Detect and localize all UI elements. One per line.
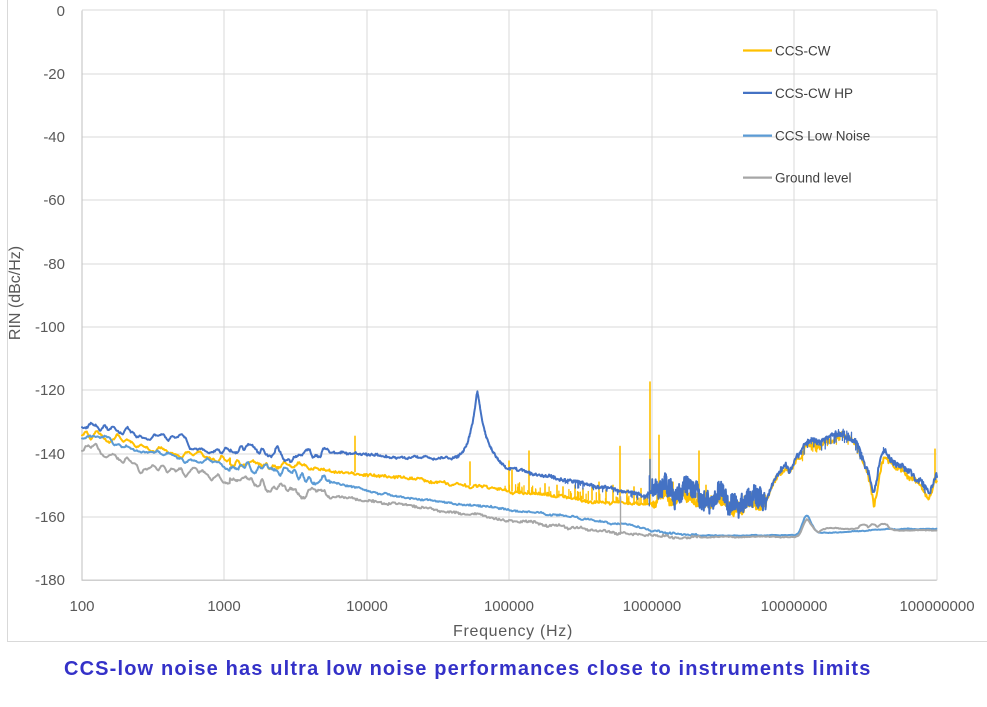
svg-text:1000000: 1000000: [623, 598, 681, 615]
svg-text:-20: -20: [43, 66, 65, 83]
svg-text:-160: -160: [35, 509, 65, 526]
svg-text:-100: -100: [35, 319, 65, 336]
svg-text:CCS-CW: CCS-CW: [775, 44, 831, 59]
svg-text:10000000: 10000000: [761, 598, 828, 615]
svg-text:-120: -120: [35, 382, 65, 399]
svg-text:-60: -60: [43, 192, 65, 209]
svg-text:100: 100: [69, 598, 94, 615]
svg-text:CCS Low Noise: CCS Low Noise: [775, 129, 870, 144]
svg-text:-40: -40: [43, 129, 65, 146]
svg-text:-140: -140: [35, 446, 65, 463]
svg-text:100000000: 100000000: [899, 598, 974, 615]
svg-text:10000: 10000: [346, 598, 388, 615]
svg-text:-180: -180: [35, 572, 65, 589]
svg-text:0: 0: [57, 3, 65, 20]
svg-text:Ground level: Ground level: [775, 171, 852, 186]
svg-text:100000: 100000: [484, 598, 534, 615]
svg-text:Frequency (Hz): Frequency (Hz): [453, 623, 573, 640]
svg-text:CCS-low noise has ultra low no: CCS-low noise has ultra low noise perfor…: [64, 658, 871, 680]
svg-text:1000: 1000: [207, 598, 240, 615]
svg-text:-80: -80: [43, 256, 65, 273]
svg-text:RIN (dBc/Hz): RIN (dBc/Hz): [7, 246, 24, 340]
svg-text:CCS-CW HP: CCS-CW HP: [775, 86, 853, 101]
